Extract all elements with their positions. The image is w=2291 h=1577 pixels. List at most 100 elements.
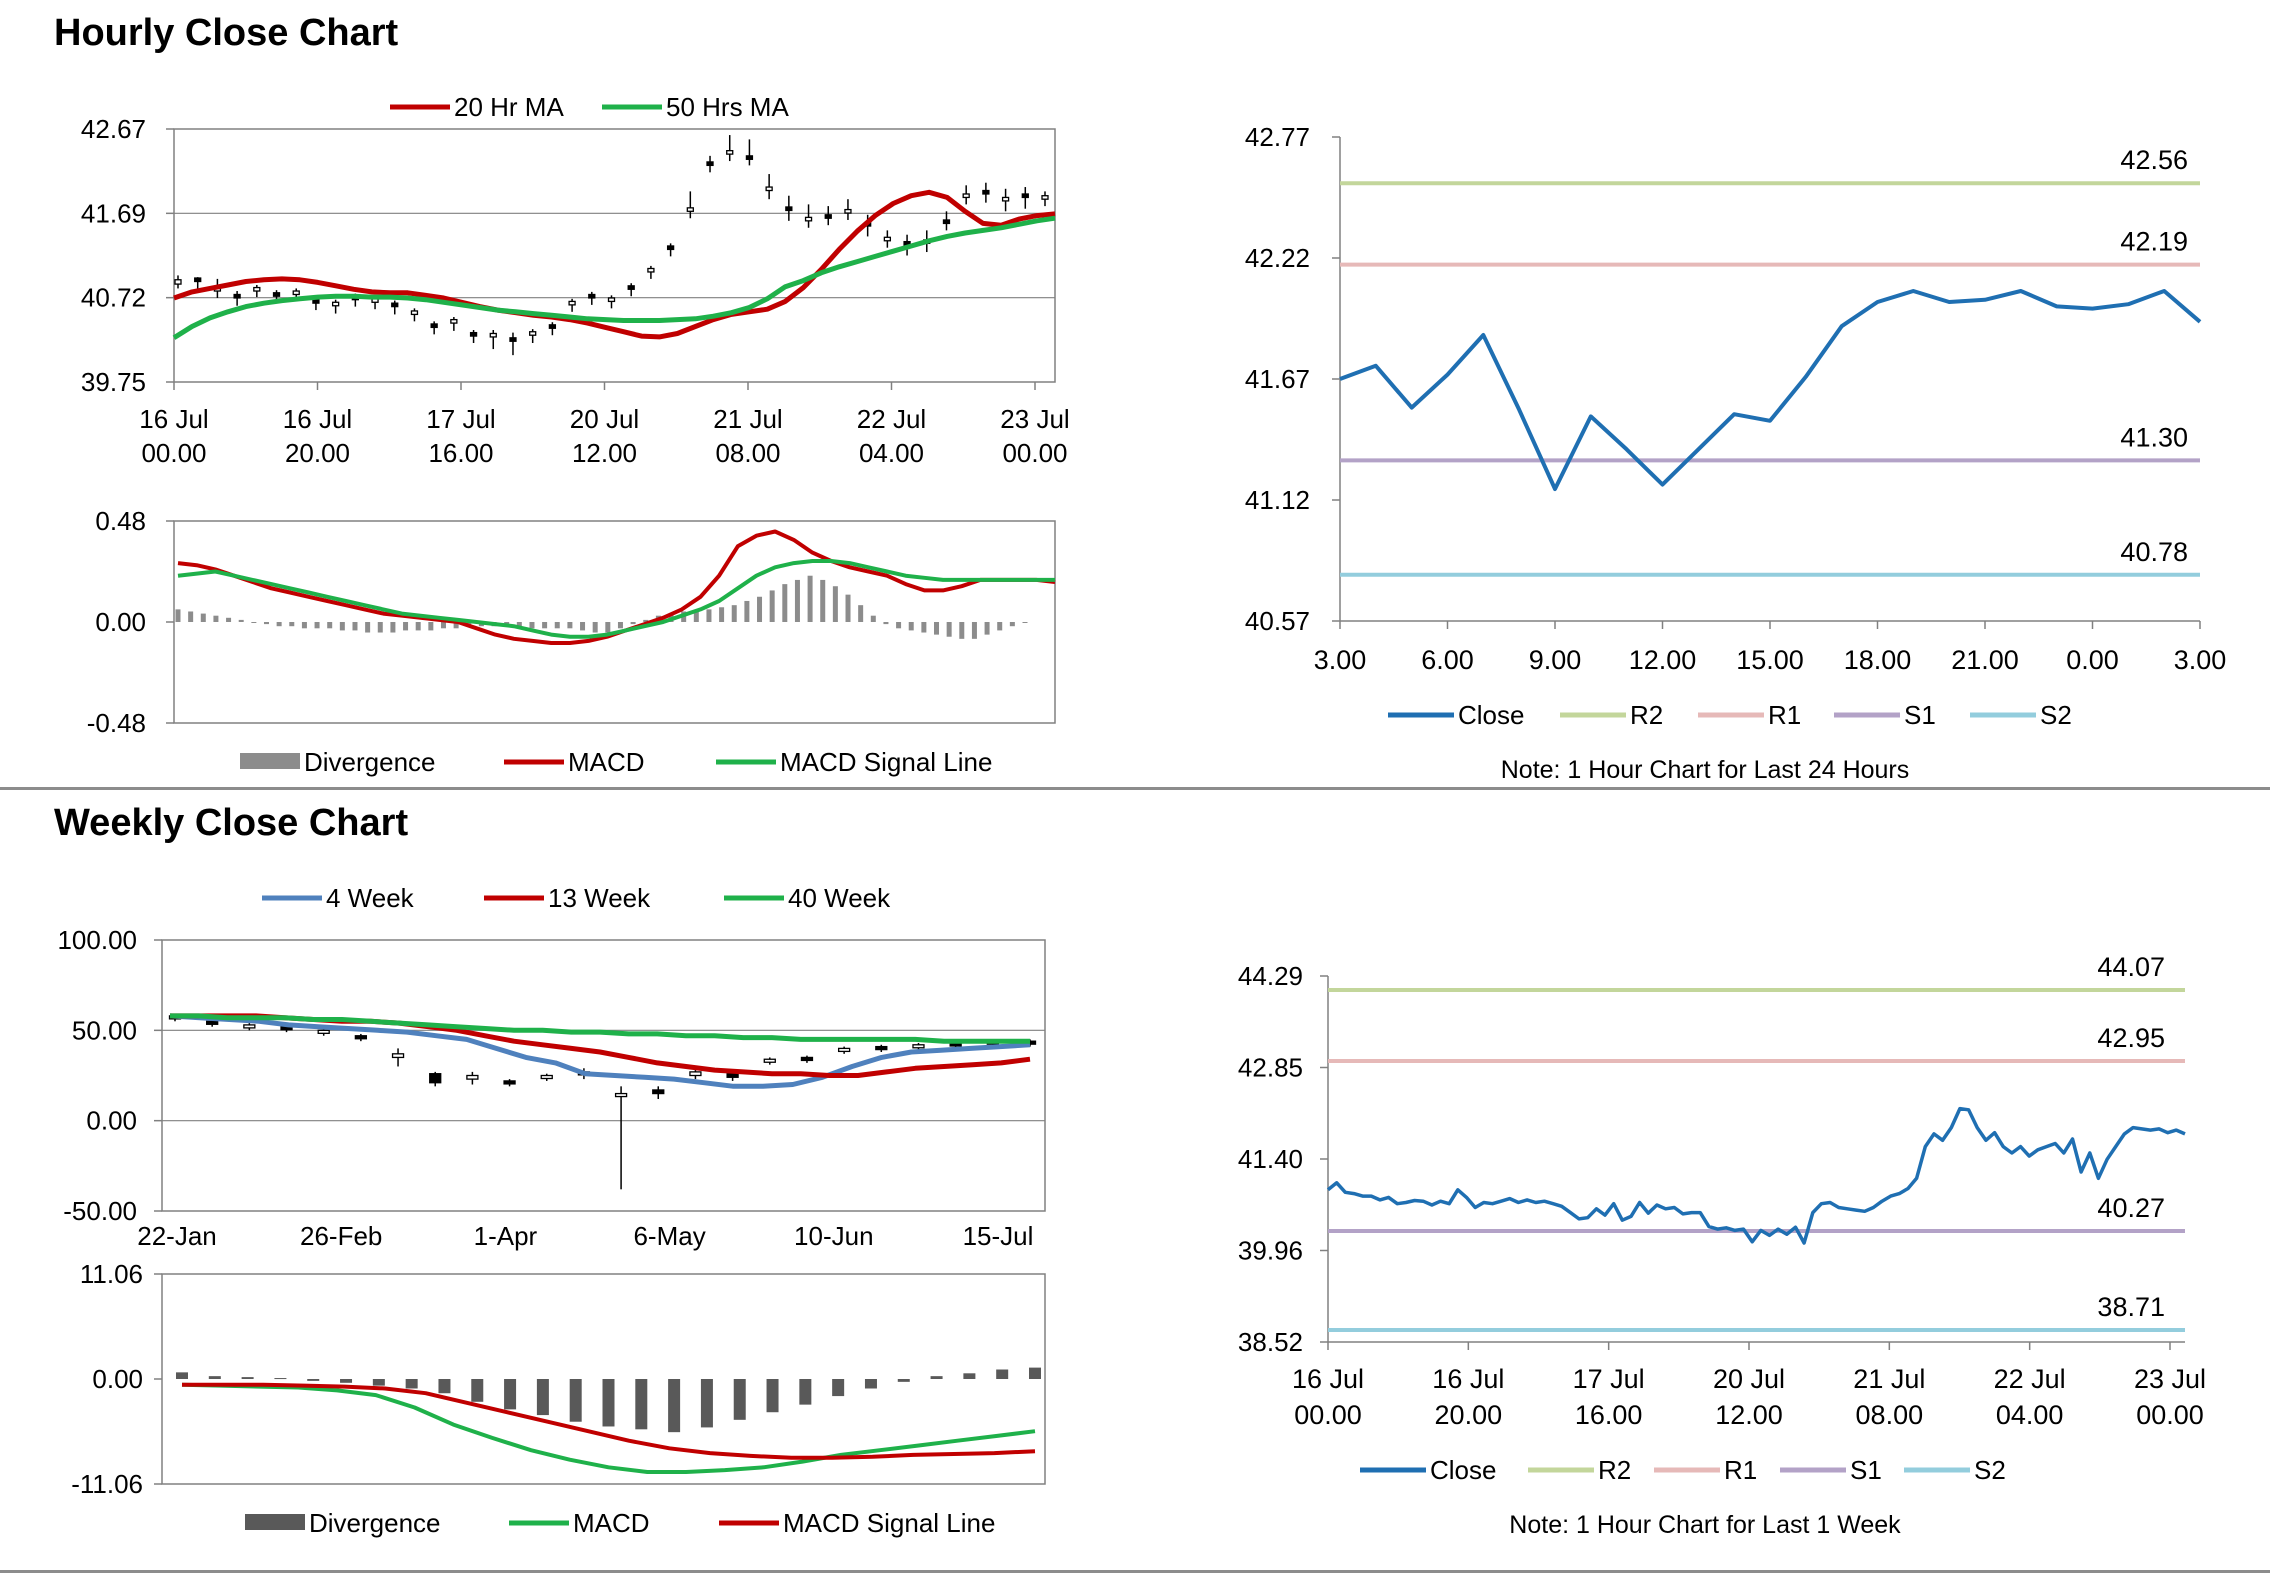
hourly_macd-divergence-bar bbox=[971, 622, 977, 639]
hourly_candles-candle-body bbox=[1041, 195, 1049, 200]
weekly_macd-divergence-bar bbox=[700, 1379, 713, 1428]
weekly_macd-divergence-bar bbox=[176, 1372, 188, 1379]
weekly_macd-divergence-bar bbox=[208, 1376, 221, 1379]
hourly_candles-series-50-hrs-ma bbox=[172, 215, 1056, 340]
weekly_close-x-tick-label: 23 Jul bbox=[2134, 1364, 2206, 1394]
hourly_macd-divergence-bar bbox=[706, 609, 712, 622]
hourly_macd-divergence-bar bbox=[693, 611, 699, 622]
hourly_candles-candle-body bbox=[391, 302, 399, 308]
hourly_macd-divergence-bar bbox=[820, 579, 826, 622]
hourly_macd-divergence-bar bbox=[896, 622, 902, 629]
weekly_close-x-tick-label: 21 Jul bbox=[1853, 1364, 1925, 1394]
hourly_macd-divergence-bar bbox=[617, 622, 623, 629]
hourly_close-legend-label: R1 bbox=[1768, 700, 1801, 730]
hourly_candles-y-tick-label: 41.69 bbox=[81, 198, 146, 228]
hourly_candles-candle-body bbox=[292, 290, 300, 296]
hourly_macd-divergence-bar bbox=[226, 617, 232, 622]
hourly_macd-y-tick-label: 0.00 bbox=[95, 607, 146, 637]
hourly_macd-divergence-bar bbox=[870, 615, 876, 622]
weekly_macd-divergence-bar bbox=[799, 1379, 812, 1405]
hourly_macd-divergence-bar bbox=[377, 622, 383, 633]
weekly_close-x-tick-label: 16.00 bbox=[1575, 1400, 1643, 1430]
weekly_close-legend-label: S1 bbox=[1850, 1455, 1882, 1485]
weekly_close-x-tick-label: 16 Jul bbox=[1432, 1364, 1504, 1394]
hourly_macd-divergence-bar bbox=[769, 590, 775, 622]
weekly_candles-legend-label: 13 Week bbox=[548, 883, 651, 913]
weekly-chart-note: Note: 1 Hour Chart for Last 1 Week bbox=[1509, 1511, 1901, 1539]
weekly_candles-x-tick-label: 26-Feb bbox=[300, 1221, 382, 1251]
hourly-chart-note: Note: 1 Hour Chart for Last 24 Hours bbox=[1500, 756, 1910, 784]
weekly_candles-candle-body bbox=[800, 1056, 814, 1062]
hourly_candles-candle-body bbox=[430, 323, 438, 329]
hourly_macd-divergence-bar bbox=[782, 584, 788, 622]
weekly_macd-divergence-bar bbox=[930, 1376, 943, 1379]
weekly_close-x-tick-label: 08.00 bbox=[1856, 1400, 1924, 1430]
hourly_candles-candle-body bbox=[666, 245, 675, 251]
hourly_candles-plot-frame bbox=[173, 128, 1056, 383]
hourly_macd-divergence-bar bbox=[339, 622, 345, 631]
weekly_close-y-tick-label: 41.40 bbox=[1238, 1144, 1303, 1174]
hourly_macd-divergence-bar bbox=[984, 622, 990, 635]
hourly_candles-candle-body bbox=[529, 331, 537, 336]
hourly_candles-candle-body bbox=[824, 214, 832, 219]
hourly_macd-divergence-bar bbox=[365, 622, 371, 633]
weekly_candles-candle-body bbox=[429, 1073, 442, 1084]
hourly_close-x-tick-label: 0.00 bbox=[2066, 645, 2119, 675]
weekly_macd-divergence-bar bbox=[307, 1379, 320, 1381]
hourly_candles-candle-body bbox=[509, 337, 517, 342]
weekly_candles-candle-body bbox=[837, 1047, 851, 1053]
weekly_candles-legend-label: 40 Week bbox=[788, 883, 891, 913]
hourly_close-level-label-s1: 41.30 bbox=[2120, 422, 2188, 452]
hourly_macd-divergence-bar bbox=[213, 615, 219, 622]
hourly_candles-x-tick-label: 12.00 bbox=[572, 438, 637, 468]
hourly_macd-divergence-bar bbox=[757, 596, 763, 622]
hourly_macd-divergence-bar bbox=[605, 622, 611, 633]
weekly_macd-series-macd bbox=[181, 1382, 1036, 1474]
hourly_candles-candle-body bbox=[588, 293, 596, 299]
hourly_close-level-label-s2: 40.78 bbox=[2120, 537, 2188, 567]
weekly_macd-divergence-bar bbox=[504, 1379, 517, 1410]
hourly_candles-x-tick-label: 23 Jul bbox=[1000, 404, 1069, 434]
hourly_candles-candle-body bbox=[194, 277, 202, 283]
hourly_candles-candle-body bbox=[647, 267, 655, 273]
hourly_macd-divergence-bar bbox=[516, 622, 522, 629]
weekly_close-level-label-s2: 38.71 bbox=[2097, 1292, 2165, 1322]
hourly_candles-candle-body bbox=[883, 236, 892, 242]
hourly_macd-divergence-bar bbox=[200, 613, 206, 622]
weekly_close-x-tick-label: 16 Jul bbox=[1292, 1364, 1364, 1394]
weekly_candles-candle-body bbox=[466, 1074, 479, 1080]
hourly_candles-legend-label: 20 Hr MA bbox=[454, 92, 564, 122]
hourly_close-x-tick-label: 9.00 bbox=[1529, 645, 1582, 675]
weekly_candles-series-4-week bbox=[169, 1013, 1031, 1089]
weekly-section-title: Weekly Close Chart bbox=[54, 802, 409, 844]
hourly_candles-y-tick-label: 39.75 bbox=[81, 367, 146, 397]
hourly_macd-divergence-bar bbox=[251, 622, 257, 623]
hourly_macd-series-macd-signal-line bbox=[177, 559, 1055, 639]
weekly_close-legend-label: Close bbox=[1430, 1455, 1496, 1485]
weekly_candles-candle-body bbox=[317, 1029, 330, 1034]
weekly_candles-legend-label: 4 Week bbox=[326, 883, 415, 913]
hourly_macd-divergence-bar bbox=[188, 611, 194, 622]
section-divider-bottom bbox=[0, 1570, 2270, 1573]
hourly_candles-candle-body bbox=[410, 310, 419, 316]
hourly_macd-y-tick-label: 0.48 bbox=[95, 506, 146, 536]
hourly_macd-divergence-bar bbox=[832, 586, 838, 622]
hourly_candles-x-tick-label: 20.00 bbox=[285, 438, 350, 468]
weekly_macd-divergence-bar bbox=[668, 1379, 681, 1433]
weekly_candles-x-tick-label: 6-May bbox=[633, 1221, 705, 1251]
hourly_close-legend-label: S2 bbox=[2040, 700, 2072, 730]
hourly_macd-divergence-bar bbox=[440, 622, 446, 629]
weekly_close-y-tick-label: 39.96 bbox=[1238, 1236, 1303, 1266]
hourly_candles-candle-body bbox=[469, 331, 478, 337]
weekly_candles-candle-body bbox=[689, 1071, 702, 1077]
hourly_macd-divergence-bar bbox=[744, 600, 750, 622]
weekly_macd-divergence-bar bbox=[766, 1379, 779, 1413]
hourly_macd-divergence-bar bbox=[719, 607, 725, 622]
weekly_candles-candle-body bbox=[503, 1080, 516, 1085]
weekly_macd-divergence-bar bbox=[864, 1379, 877, 1389]
weekly_candles-x-tick-label: 1-Apr bbox=[474, 1221, 538, 1251]
weekly_macd-divergence-bar bbox=[340, 1379, 353, 1383]
hourly_close-legend-label: S1 bbox=[1904, 700, 1936, 730]
hourly_close-x-tick-label: 3.00 bbox=[2174, 645, 2227, 675]
